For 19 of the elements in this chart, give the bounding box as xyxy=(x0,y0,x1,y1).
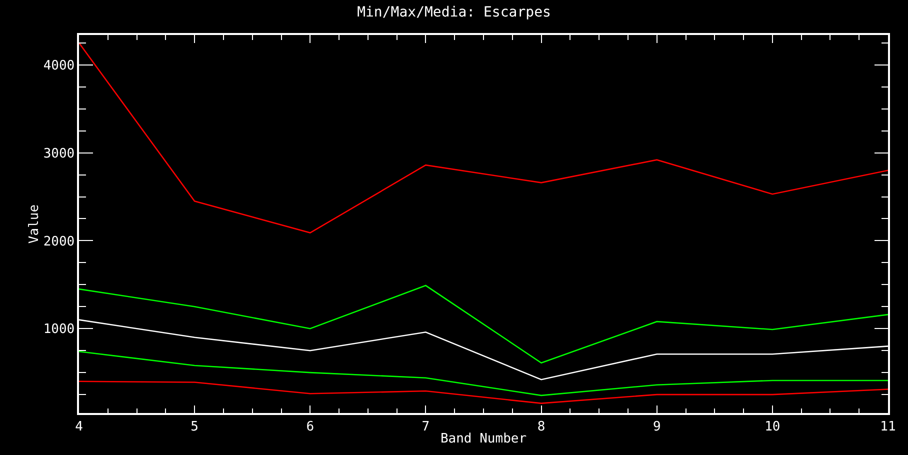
chart-title: Min/Max/Media: Escarpes xyxy=(357,4,551,21)
y-tick-label: 1000 xyxy=(43,322,75,338)
x-axis-title: Band Number xyxy=(440,431,527,446)
x-tick-label: 10 xyxy=(764,419,780,434)
x-tick-label: 9 xyxy=(652,419,661,434)
line-series xyxy=(79,350,888,396)
line-series xyxy=(79,42,888,234)
x-tick-label: 6 xyxy=(306,419,314,434)
x-tick-label: 11 xyxy=(880,419,896,434)
y-tick-label: 2000 xyxy=(43,234,75,250)
line-series xyxy=(79,380,888,404)
y-tick-label: 3000 xyxy=(43,146,75,162)
x-tick-label: 7 xyxy=(422,419,430,434)
x-tick-label: 5 xyxy=(190,419,198,434)
line-series xyxy=(79,284,888,364)
x-tick-label: 8 xyxy=(537,419,546,434)
y-axis-title: Value xyxy=(26,204,42,244)
x-tick-label: 4 xyxy=(75,419,84,434)
y-tick-label: 4000 xyxy=(43,58,75,74)
